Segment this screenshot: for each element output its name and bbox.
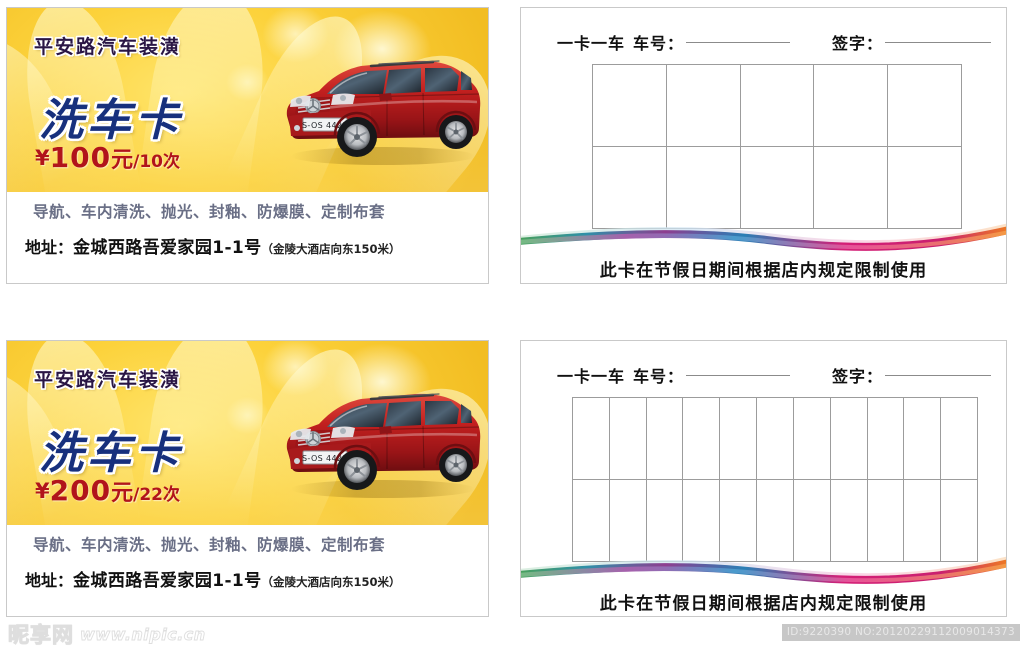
business-card-front-200[interactable]: S-OS 4422 — [6, 340, 489, 617]
punch-cell[interactable] — [757, 398, 794, 480]
signature-write-line[interactable] — [885, 374, 992, 376]
one-card-one-car-label: 一卡一车 — [557, 34, 626, 53]
price-row: ¥200元/22次 — [35, 474, 180, 507]
one-card-one-car-label: 一卡一车 — [557, 367, 626, 386]
watermark-site-url: www.nipic.cn — [80, 624, 206, 644]
punch-cell[interactable] — [646, 398, 684, 480]
punch-grid[interactable] — [572, 397, 978, 562]
services-list: 导航、车内清洗、抛光、封釉、防爆膜、定制布套 — [33, 203, 386, 221]
punch-cell[interactable] — [683, 398, 721, 480]
punch-cell[interactable] — [573, 480, 610, 562]
price-separator: / — [133, 485, 140, 505]
punch-cell[interactable] — [941, 480, 978, 562]
punch-cell[interactable] — [720, 480, 758, 562]
address-label: 地址： — [25, 571, 74, 590]
card-info-strip: 导航、车内清洗、抛光、封釉、防爆膜、定制布套 地址：金城西路吾爱家园1-1号（金… — [7, 192, 488, 283]
punch-cell[interactable] — [888, 65, 962, 147]
punch-cell[interactable] — [757, 480, 794, 562]
punch-cell[interactable] — [646, 480, 684, 562]
price-separator: / — [133, 152, 140, 172]
punch-cell[interactable] — [683, 480, 721, 562]
price-times: 22次 — [139, 485, 180, 505]
back-header: 一卡一车 车号： 签字： — [557, 363, 993, 387]
watermark-asset-id: ID:9220390 NO:20120229112009014373 — [781, 624, 1020, 641]
address-line: 地址：金城西路吾爱家园1-1号（金陵大酒店向东150米） — [25, 233, 401, 258]
signature-write-line[interactable] — [885, 41, 992, 43]
signature-label: 签字： — [832, 367, 884, 386]
color-ribbon — [521, 556, 1006, 584]
punch-cell[interactable] — [830, 480, 868, 562]
plate-number-label: 车号： — [633, 367, 685, 386]
shop-name: 平安路汽车装潢 — [34, 369, 182, 391]
punch-cell[interactable] — [888, 147, 962, 229]
punch-grid[interactable] — [592, 64, 962, 229]
price-amount: 100 — [49, 141, 112, 174]
currency-symbol: ¥ — [35, 479, 50, 503]
yellow-sunburst-artwork — [7, 341, 488, 527]
usage-note: 此卡在节假日期间根据店内规定限制使用 — [599, 261, 928, 281]
card-title: 洗车卡 — [39, 428, 183, 479]
address-main: 金城西路吾爱家园1-1号 — [73, 571, 262, 591]
punch-cell[interactable] — [793, 398, 831, 480]
business-card-back-22punch[interactable]: 一卡一车 车号： 签字： — [520, 340, 1007, 617]
punch-cell[interactable] — [814, 147, 889, 229]
punch-cell[interactable] — [666, 147, 741, 229]
punch-cell[interactable] — [720, 398, 758, 480]
services-list: 导航、车内清洗、抛光、封釉、防爆膜、定制布套 — [33, 536, 386, 554]
price-times: 10次 — [139, 152, 180, 172]
address-line: 地址：金城西路吾爱家园1-1号（金陵大酒店向东150米） — [25, 566, 401, 591]
punch-cell[interactable] — [793, 480, 831, 562]
punch-cell[interactable] — [904, 480, 942, 562]
shop-name: 平安路汽车装潢 — [34, 36, 182, 58]
punch-cell[interactable] — [573, 398, 610, 480]
punch-cell[interactable] — [867, 398, 905, 480]
punch-cell[interactable] — [904, 398, 942, 480]
nipic-watermark: 昵享网 www.nipic.cn — [8, 619, 206, 649]
address-label: 地址： — [25, 238, 74, 257]
car-photo: S-OS 4422 — [275, 44, 487, 172]
color-ribbon — [521, 223, 1006, 251]
price-unit: 元 — [111, 148, 134, 173]
back-header: 一卡一车 车号： 签字： — [557, 30, 993, 54]
watermark-site-name: 昵享网 — [8, 622, 74, 648]
svg-text:S-OS 4422: S-OS 4422 — [302, 121, 348, 130]
price-unit: 元 — [111, 481, 134, 506]
punch-cell[interactable] — [593, 147, 667, 229]
punch-cell[interactable] — [830, 398, 868, 480]
card-title: 洗车卡 — [39, 95, 183, 146]
price-row: ¥100元/10次 — [35, 141, 180, 174]
price-amount: 200 — [49, 474, 112, 507]
plate-number-label: 车号： — [633, 34, 685, 53]
punch-cell[interactable] — [814, 65, 889, 147]
address-main: 金城西路吾爱家园1-1号 — [73, 238, 262, 258]
plate-number-write-line[interactable] — [686, 374, 791, 376]
business-card-back-10punch[interactable]: 一卡一车 车号： 签字： — [520, 7, 1007, 284]
punch-cell[interactable] — [593, 65, 667, 147]
business-card-front-100[interactable]: S-OS 4422 — [6, 7, 489, 284]
address-note: （金陵大酒店向东150米） — [261, 575, 401, 589]
punch-cell[interactable] — [609, 480, 647, 562]
punch-cell[interactable] — [666, 65, 741, 147]
punch-cell[interactable] — [740, 65, 815, 147]
usage-note: 此卡在节假日期间根据店内规定限制使用 — [599, 594, 928, 614]
car-photo: S-OS 4422 — [275, 377, 487, 505]
punch-cell[interactable] — [867, 480, 905, 562]
currency-symbol: ¥ — [35, 146, 50, 170]
address-note: （金陵大酒店向东150米） — [261, 242, 401, 256]
punch-cell[interactable] — [740, 147, 815, 229]
punch-cell[interactable] — [609, 398, 647, 480]
punch-cell[interactable] — [941, 398, 978, 480]
svg-text:S-OS 4422: S-OS 4422 — [302, 454, 348, 463]
card-info-strip: 导航、车内清洗、抛光、封釉、防爆膜、定制布套 地址：金城西路吾爱家园1-1号（金… — [7, 525, 488, 616]
plate-number-write-line[interactable] — [686, 41, 791, 43]
signature-label: 签字： — [832, 34, 884, 53]
